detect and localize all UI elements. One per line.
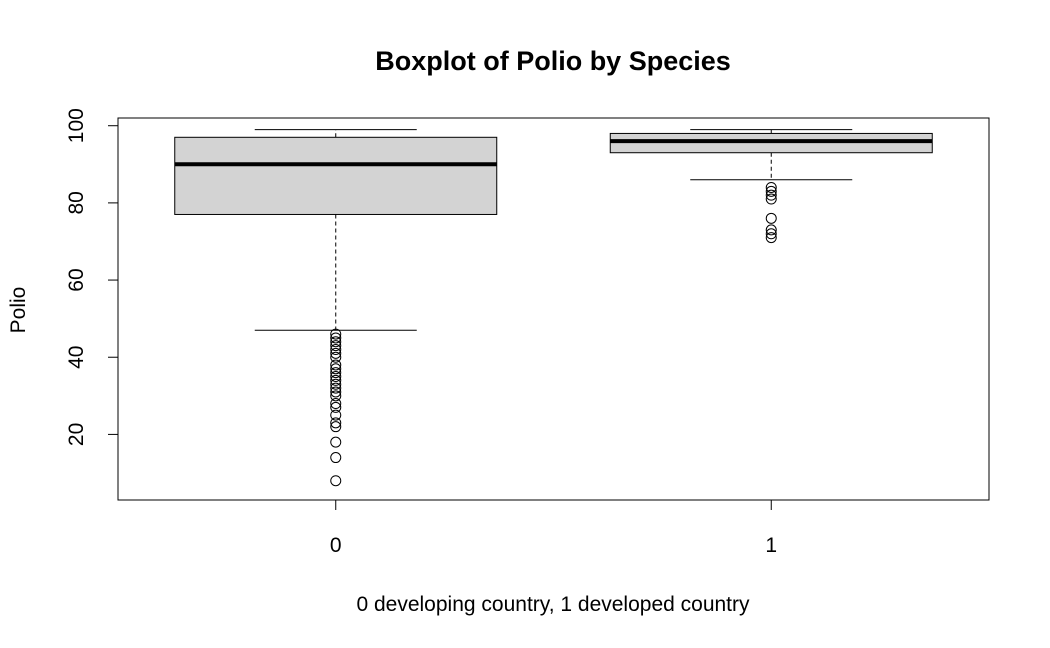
outlier-point	[330, 386, 342, 398]
iqr-box	[174, 136, 498, 215]
box-category-1	[609, 129, 933, 244]
outlier-point	[330, 336, 342, 348]
outlier-point	[765, 189, 777, 201]
y-tick-label: 80	[65, 191, 88, 214]
outlier-point	[330, 374, 342, 386]
outlier-point	[330, 398, 342, 410]
x-axis-label: 0 developing country, 1 developed countr…	[356, 593, 750, 616]
outlier-point	[330, 417, 342, 429]
x-tick-label: 0	[330, 534, 342, 557]
y-tick-label: 60	[65, 268, 88, 291]
outlier-point	[330, 367, 342, 379]
outlier-point	[330, 332, 342, 344]
outlier-point	[765, 181, 777, 193]
outlier-point	[330, 351, 342, 363]
y-tick-label: 100	[65, 108, 88, 143]
outlier-point	[765, 185, 777, 197]
outlier-point	[330, 436, 342, 448]
outlier-point	[765, 228, 777, 240]
chart-title: Boxplot of Polio by Species	[375, 46, 731, 76]
outlier-point	[765, 224, 777, 236]
outlier-point	[330, 344, 342, 356]
outlier-point	[330, 421, 342, 433]
outlier-point	[330, 390, 342, 402]
outlier-point	[330, 409, 342, 421]
y-tick-label: 40	[65, 346, 88, 369]
outlier-point	[330, 382, 342, 394]
y-tick-label: 20	[65, 423, 88, 446]
outlier-point	[330, 452, 342, 464]
outlier-point	[765, 212, 777, 224]
outlier-point	[330, 371, 342, 383]
outlier-point	[330, 378, 342, 390]
outlier-point	[765, 193, 777, 205]
outlier-point	[330, 328, 342, 340]
outlier-point	[330, 347, 342, 359]
y-axis: 20 40 60 80 100	[65, 108, 119, 446]
x-tick-label: 1	[765, 534, 777, 557]
outlier-point	[330, 340, 342, 352]
box-category-0	[174, 129, 498, 487]
boxes-group	[174, 129, 933, 487]
outlier-point	[330, 475, 342, 487]
outlier-point	[330, 401, 342, 413]
outlier-point	[765, 232, 777, 244]
y-axis-label: Polio	[7, 287, 30, 334]
outlier-point	[330, 359, 342, 371]
outlier-point	[330, 363, 342, 375]
